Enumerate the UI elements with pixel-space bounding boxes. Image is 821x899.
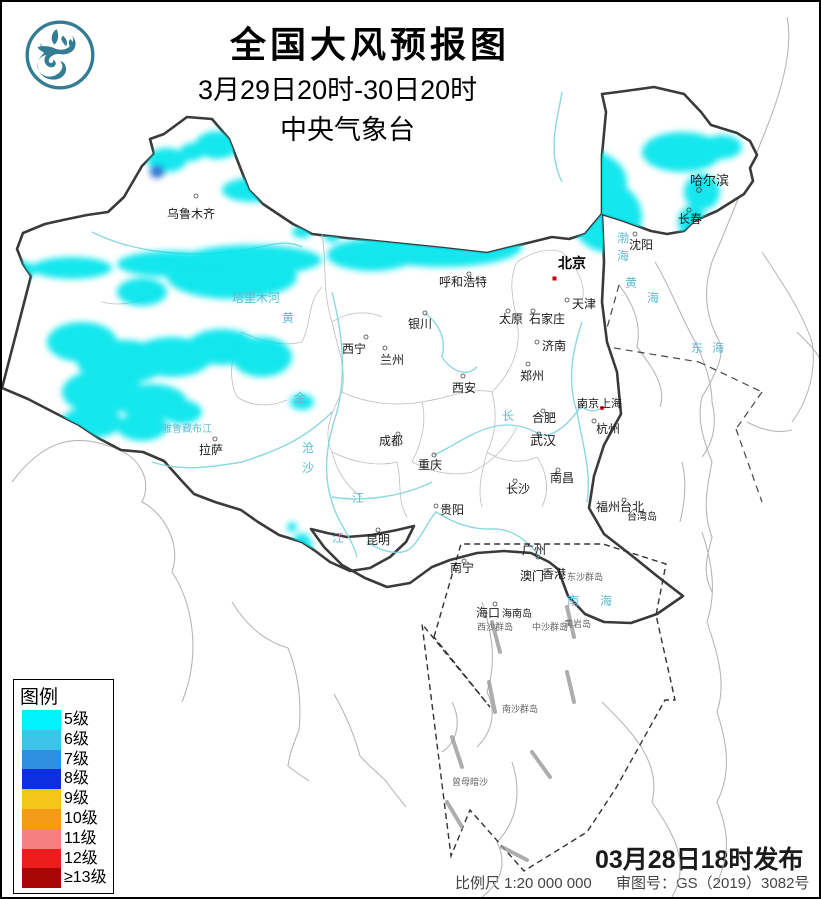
svg-text:西宁: 西宁 [342,341,366,356]
svg-text:雅鲁藏布江: 雅鲁藏布江 [162,422,212,435]
svg-text:拉萨: 拉萨 [199,442,223,457]
svg-text:黄: 黄 [282,311,294,325]
svg-text:香港: 香港 [542,567,566,581]
svg-text:海口: 海口 [476,605,500,620]
svg-text:海: 海 [617,248,629,263]
svg-text:呼和浩特: 呼和浩特 [439,274,487,289]
svg-text:重庆: 重庆 [418,458,442,472]
svg-text:武汉: 武汉 [530,433,556,448]
svg-text:南: 南 [567,593,579,608]
svg-text:海: 海 [600,593,612,608]
svg-text:海: 海 [647,290,659,305]
svg-text:杭州: 杭州 [596,421,620,436]
svg-text:南京: 南京 [577,396,599,410]
svg-text:海: 海 [712,340,724,355]
svg-text:台湾岛: 台湾岛 [627,510,657,523]
svg-text:江: 江 [352,491,364,505]
svg-text:济南: 济南 [542,338,566,353]
svg-text:西安: 西安 [452,380,476,395]
svg-text:金: 金 [294,390,306,405]
svg-text:塔里木河: 塔里木河 [232,291,280,305]
svg-text:东: 东 [691,341,703,355]
svg-text:银川: 银川 [408,317,432,331]
svg-text:沙: 沙 [302,461,314,475]
svg-text:兰州: 兰州 [380,353,404,367]
svg-text:沧: 沧 [302,440,314,455]
svg-text:中沙群岛: 中沙群岛 [532,621,568,632]
svg-text:乌鲁木齐: 乌鲁木齐 [167,206,215,221]
svg-text:上海: 上海 [600,396,622,410]
svg-text:成都: 成都 [379,434,403,448]
svg-text:合肥: 合肥 [532,410,556,425]
svg-text:澳门: 澳门 [520,568,544,583]
svg-text:江: 江 [332,531,344,545]
svg-text:哈尔滨: 哈尔滨 [690,173,729,188]
svg-text:广州: 广州 [522,543,546,557]
svg-text:西沙群岛: 西沙群岛 [477,621,513,632]
svg-text:天津: 天津 [572,297,596,311]
svg-text:郑州: 郑州 [520,368,544,383]
svg-text:黄: 黄 [625,276,637,290]
svg-text:曾母暗沙: 曾母暗沙 [452,776,488,787]
svg-text:东沙群岛: 东沙群岛 [567,571,603,582]
svg-text:长春: 长春 [678,212,702,226]
svg-text:南沙群岛: 南沙群岛 [502,703,538,714]
svg-text:长: 长 [502,409,514,423]
svg-text:北京: 北京 [558,255,586,271]
svg-text:海南岛: 海南岛 [502,607,532,620]
svg-text:沈阳: 沈阳 [629,237,653,252]
svg-text:贵阳: 贵阳 [440,503,464,517]
svg-text:石家庄: 石家庄 [529,311,565,326]
svg-text:长沙: 长沙 [506,482,530,496]
svg-text:渤: 渤 [617,231,629,245]
svg-text:黄岩岛: 黄岩岛 [564,618,591,629]
svg-text:昆明: 昆明 [366,533,390,547]
svg-text:太原: 太原 [499,311,523,326]
svg-text:南昌: 南昌 [550,470,574,485]
